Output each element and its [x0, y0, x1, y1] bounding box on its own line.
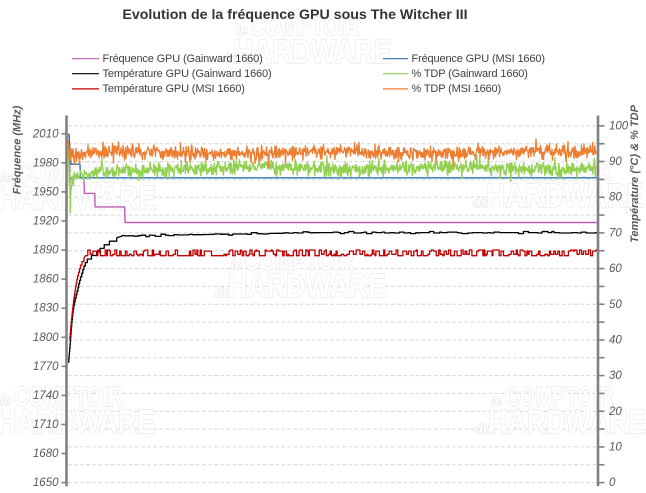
svg-text:70: 70 — [609, 227, 622, 239]
svg-text:30: 30 — [609, 370, 622, 382]
svg-text:le: le — [491, 394, 502, 409]
svg-text:du: du — [475, 421, 491, 436]
svg-text:le: le — [1, 170, 12, 185]
svg-text:80: 80 — [609, 192, 622, 204]
svg-text:1890: 1890 — [33, 245, 59, 257]
svg-text:1980: 1980 — [33, 157, 59, 169]
svg-text:100: 100 — [609, 120, 629, 132]
svg-text:COMPTOIR: COMPTOIR — [14, 381, 123, 412]
svg-text:HARDWARE: HARDWARE — [234, 33, 392, 71]
svg-text:1830: 1830 — [33, 303, 59, 315]
svg-text:Fréquence (MHz): Fréquence (MHz) — [12, 105, 24, 194]
svg-text:le: le — [231, 258, 242, 273]
svg-text:1650: 1650 — [33, 477, 59, 489]
svg-text:% TDP (MSI 1660): % TDP (MSI 1660) — [412, 83, 502, 95]
svg-text:COMPTOIR: COMPTOIR — [251, 11, 360, 42]
svg-text:90: 90 — [609, 156, 622, 168]
svg-text:du: du — [221, 51, 237, 66]
svg-text:1680: 1680 — [33, 448, 59, 460]
svg-text:Température (°C) & % TDP: Température (°C) & % TDP — [629, 104, 641, 243]
svg-text:0: 0 — [609, 477, 616, 489]
svg-text:40: 40 — [609, 334, 622, 346]
svg-text:Température GPU (Gainward 166: Température GPU (Gainward 1660) — [103, 68, 272, 80]
svg-text:du: du — [0, 197, 1, 212]
svg-text:10: 10 — [609, 441, 622, 453]
svg-text:du: du — [215, 285, 231, 300]
svg-text:Fréquence GPU (Gainward 1660): Fréquence GPU (Gainward 1660) — [103, 53, 263, 65]
svg-text:Température GPU (MSI 1660): Température GPU (MSI 1660) — [103, 83, 245, 95]
svg-text:du: du — [473, 195, 489, 210]
svg-text:HARDWARE: HARDWARE — [488, 404, 646, 442]
svg-text:1920: 1920 — [33, 215, 59, 227]
svg-text:1770: 1770 — [33, 361, 59, 373]
svg-text:COMPTOIR: COMPTOIR — [505, 381, 614, 412]
svg-text:1710: 1710 — [33, 419, 59, 431]
svg-text:HARDWARE: HARDWARE — [486, 178, 644, 216]
svg-text:50: 50 — [609, 299, 622, 311]
svg-text:Fréquence GPU (MSI 1660): Fréquence GPU (MSI 1660) — [412, 53, 545, 65]
svg-text:1860: 1860 — [33, 274, 59, 286]
svg-text:20: 20 — [608, 406, 622, 418]
svg-text:1740: 1740 — [33, 390, 59, 402]
svg-text:% TDP (Gainward 1660): % TDP (Gainward 1660) — [412, 68, 528, 80]
svg-text:1950: 1950 — [33, 186, 59, 198]
svg-text:COMPTOIR: COMPTOIR — [245, 245, 354, 276]
svg-text:le: le — [0, 394, 11, 409]
svg-text:HARDWARE: HARDWARE — [228, 268, 386, 306]
svg-text:60: 60 — [609, 263, 622, 275]
svg-text:HARDWARE: HARDWARE — [0, 180, 156, 218]
svg-text:1800: 1800 — [33, 332, 59, 344]
svg-text:HARDWARE: HARDWARE — [0, 404, 155, 442]
svg-text:2010: 2010 — [32, 128, 59, 140]
svg-text:le: le — [237, 23, 248, 38]
svg-text:Evolution de la fréquence GPU: Evolution de la fréquence GPU sous The W… — [122, 7, 467, 23]
